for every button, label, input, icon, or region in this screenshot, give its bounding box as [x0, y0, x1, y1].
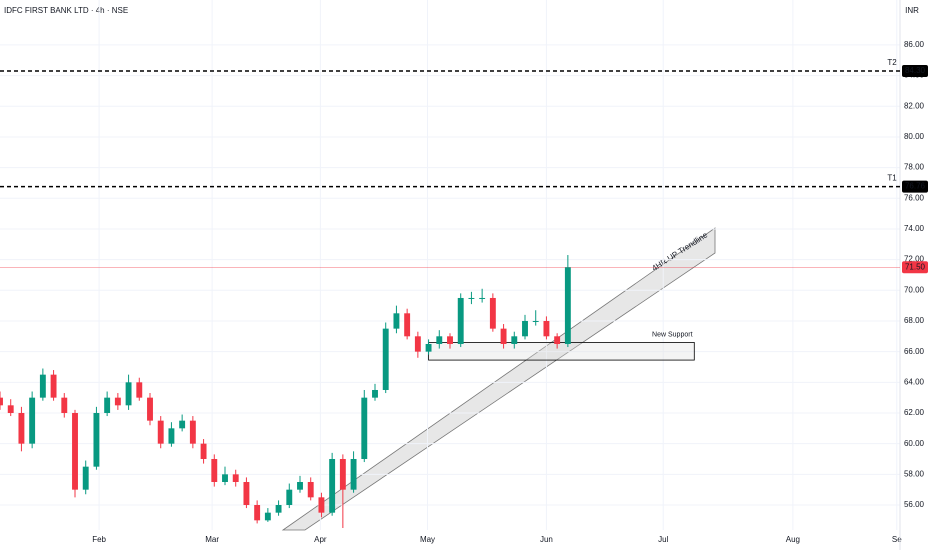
x-tick-label: Se [892, 535, 902, 544]
y-tick-label: 60.00 [904, 439, 925, 448]
candle-body [29, 397, 36, 444]
x-tick-label: Mar [205, 535, 219, 544]
chart-title: IDFC FIRST BANK LTD · 4h · NSE [4, 6, 128, 15]
candle-body [350, 458, 357, 490]
x-tick-label: Apr [314, 535, 327, 544]
y-tick-label: 74.00 [904, 224, 925, 233]
y-tick-label: 64.00 [904, 377, 925, 386]
support-zone [428, 342, 695, 361]
y-tick-label: 76.00 [904, 193, 925, 202]
candle-body [275, 505, 282, 513]
candle-body [414, 336, 421, 352]
level-price-box [902, 180, 928, 193]
candle-body [297, 481, 303, 490]
y-tick-label: 56.00 [904, 500, 925, 509]
candle-body [168, 428, 175, 444]
candle-body [147, 397, 153, 421]
candle-body [0, 397, 3, 406]
candle-body [447, 336, 453, 344]
candle-body [457, 297, 464, 344]
candle-body [104, 397, 111, 413]
candle-body [264, 512, 271, 521]
y-tick-label: 70.00 [904, 285, 925, 294]
candle-body [372, 389, 378, 398]
candle-body [564, 267, 571, 344]
candle-body [189, 420, 196, 444]
candle-body [318, 497, 325, 513]
candle-body [50, 374, 57, 398]
x-tick-label: May [420, 535, 435, 544]
x-tick-label: Feb [92, 535, 106, 544]
candle-body [468, 297, 475, 299]
candle-body [179, 420, 186, 429]
candle-body [307, 481, 314, 498]
candle-body [511, 336, 518, 344]
candle-body [18, 412, 25, 444]
level-name: T1 [887, 174, 897, 183]
candle-body [393, 313, 400, 329]
candle-body [39, 374, 46, 398]
candle-body [93, 412, 100, 467]
candle-body [7, 405, 14, 413]
candle-body [489, 297, 496, 329]
candle-body [500, 328, 507, 344]
level-price-box [902, 65, 928, 78]
x-tick-label: Aug [786, 535, 800, 544]
y-tick-label: 78.00 [904, 163, 925, 172]
level-name: T2 [887, 58, 897, 67]
y-tick-label: 72.00 [904, 255, 925, 264]
candle-body [532, 320, 539, 322]
candle-body [554, 336, 561, 344]
y-tick-label: 62.00 [904, 408, 925, 417]
y-tick-label: 66.00 [904, 347, 925, 356]
candle-body [254, 505, 261, 521]
trendline-channel [281, 227, 716, 531]
candle-body [382, 328, 389, 390]
candle-body [125, 382, 132, 406]
candle-body [222, 474, 228, 482]
candle-body [436, 336, 443, 344]
y-tick-label: 86.00 [904, 40, 925, 49]
candle-body [339, 458, 346, 490]
y-tick-label: 82.00 [904, 101, 925, 110]
y-tick-label: 80.00 [904, 132, 925, 141]
candle-body [286, 489, 293, 506]
candle-body [543, 320, 550, 337]
x-tick-label: Jul [658, 535, 668, 544]
candle-body [136, 382, 143, 398]
candle-body [243, 481, 250, 506]
candle-body [72, 412, 78, 490]
candle-body [329, 458, 336, 513]
level-price-label: 84.30 [905, 66, 926, 75]
currency: INR [905, 6, 919, 15]
last-price-label: 71.50 [905, 262, 926, 271]
candle-body [522, 320, 528, 337]
candle-body [200, 443, 207, 459]
y-tick-label: 68.00 [904, 316, 925, 325]
candle-body [479, 297, 486, 299]
candle-body [61, 397, 68, 413]
candle-body [114, 397, 121, 406]
last-price-box [902, 261, 928, 274]
candle-body [361, 397, 368, 459]
y-tick-label: 58.00 [904, 469, 925, 478]
candle-body [211, 458, 218, 482]
level-price-label: 76.76 [905, 182, 926, 191]
candle-body [404, 313, 411, 337]
candle-body [232, 474, 239, 482]
candle-body [82, 466, 89, 490]
candle-body [425, 343, 432, 352]
x-tick-label: Jun [540, 535, 553, 544]
support-label: New Support [652, 331, 693, 338]
candle-body [157, 420, 164, 444]
